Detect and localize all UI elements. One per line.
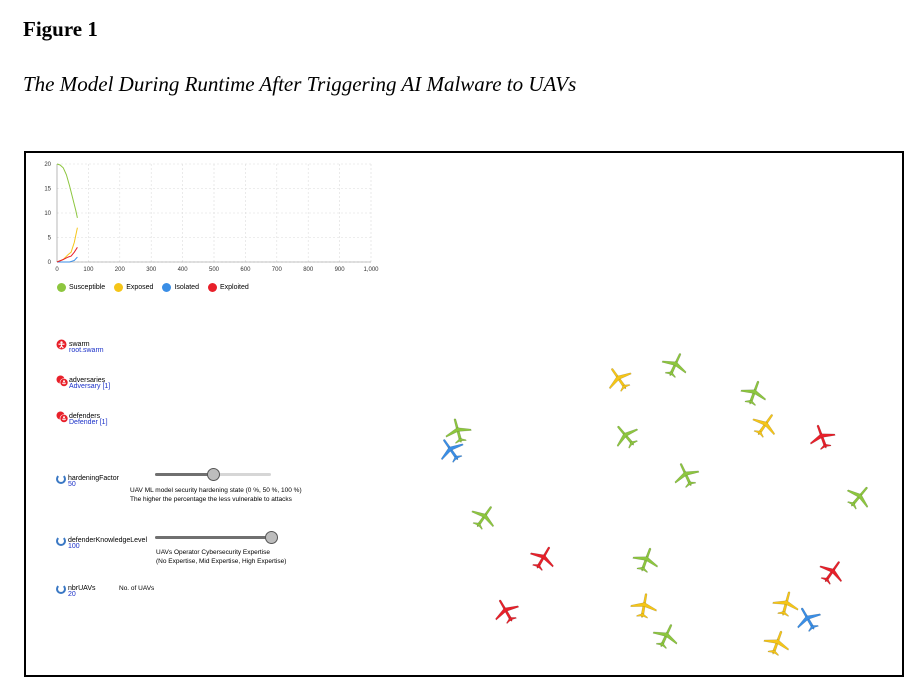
series-line-isolated [57,256,78,263]
agent-name: adversaries [69,377,106,384]
x-tick-label: 1,000 [363,267,379,273]
agent-name: swarm [69,341,90,348]
slider-fill [155,536,271,539]
uav-icon-exposed[interactable] [628,590,660,622]
uav-icon-exploited[interactable] [487,592,525,630]
x-tick-label: 0 [55,267,59,273]
legend-label: Susceptible [69,284,106,291]
x-tick-label: 700 [272,267,283,273]
uav-icon-susceptible[interactable] [465,498,504,537]
param-value: 100 [68,543,80,550]
model-runtime-canvas: 0 5 10 15 20 0 100 200 300 400 500 600 700 800 900 1,00… [24,151,904,677]
nbr-uavs-caption: No. of UAVs [119,585,155,592]
uav-icon-susceptible[interactable] [441,414,475,448]
figure-label: Figure 1 [23,17,98,41]
param-name: hardeningFactor [68,475,119,482]
param-value: 50 [68,481,76,488]
uav-icon-exploited[interactable] [813,553,852,592]
slider-thumb[interactable] [265,531,278,544]
legend-label: Exposed [126,284,154,291]
agent-population-icon [56,375,69,387]
uav-icon-exposed[interactable] [600,360,639,399]
series-line-susceptible [56,163,78,219]
defender-knowledge-slider[interactable] [155,531,278,545]
parameter-icon [56,536,66,546]
param-value: 20 [68,591,76,598]
uav-icon-exposed[interactable] [769,587,803,621]
x-tick-label: 600 [240,267,251,273]
legend-swatch [207,283,217,292]
uav-icon-susceptible[interactable] [736,375,772,411]
uav-icon-susceptible[interactable] [839,477,878,516]
y-tick-label: 0 [48,260,52,266]
legend-swatch [162,283,172,292]
y-tick-label: 20 [44,162,51,168]
uav-icon-exposed[interactable] [759,625,795,661]
slider-fill [155,473,213,476]
chart-legend: Susceptible Exposed Isolated Exploited [57,283,258,292]
uav-icon-exposed[interactable] [746,406,785,445]
x-tick-label: 100 [83,267,94,273]
legend-label: Exploited [219,284,249,291]
figure-title: The Model During Runtime After Triggerin… [23,72,577,96]
parameter-icon [56,474,66,484]
agent-link[interactable]: root.swarm [69,347,104,354]
x-tick-label: 500 [209,267,220,273]
x-tick-label: 400 [178,267,189,273]
uav-icon-susceptible[interactable] [647,617,684,654]
slider-thumb[interactable] [207,468,220,481]
legend-item-susceptible: Susceptible [57,283,105,292]
uav-icon-exploited[interactable] [524,539,562,577]
legend-item-exploited: Exploited [207,283,249,292]
x-tick-label: 200 [115,267,126,273]
param-name: nbrUAVs [68,585,96,592]
x-tick-label: 800 [303,267,314,273]
agent-link[interactable]: Defender [1] [69,419,108,426]
legend-swatch [114,283,124,292]
uav-icon-susceptible[interactable] [667,456,704,493]
defender-knowledge-caption: UAVs Operator Cybersecurity Expertise (N… [156,549,287,565]
agent-population-icon [56,411,69,423]
x-tick-label: 300 [146,267,157,273]
uav-icon-isolated[interactable] [432,431,471,470]
legend-item-exposed: Exposed [114,283,153,292]
parameter-icon [56,584,66,594]
y-tick-label: 10 [44,211,51,217]
legend-swatch [57,283,66,292]
param-name: defenderKnowledgeLevel [68,537,148,544]
uav-icon-exploited[interactable] [804,419,840,455]
uav-icon-isolated[interactable] [789,600,827,638]
uav-icon-susceptible[interactable] [606,416,645,455]
agent-root-icon [56,339,67,350]
hardening-factor-slider[interactable] [155,468,271,482]
y-tick-label: 5 [48,236,52,242]
y-tick-label: 15 [44,187,51,193]
uav-icon-susceptible[interactable] [656,346,693,383]
uav-icon-susceptible[interactable] [628,542,664,578]
legend-item-isolated: Isolated [162,283,199,292]
agent-link[interactable]: Adversary [1] [69,383,111,390]
legend-label: Isolated [174,284,199,291]
series-line-exploited [56,247,78,263]
agent-name: defenders [69,413,101,420]
hardening-factor-caption: UAV ML model security hardening state (0… [130,487,302,503]
x-tick-label: 900 [335,267,346,273]
series-line-exposed [56,227,78,263]
